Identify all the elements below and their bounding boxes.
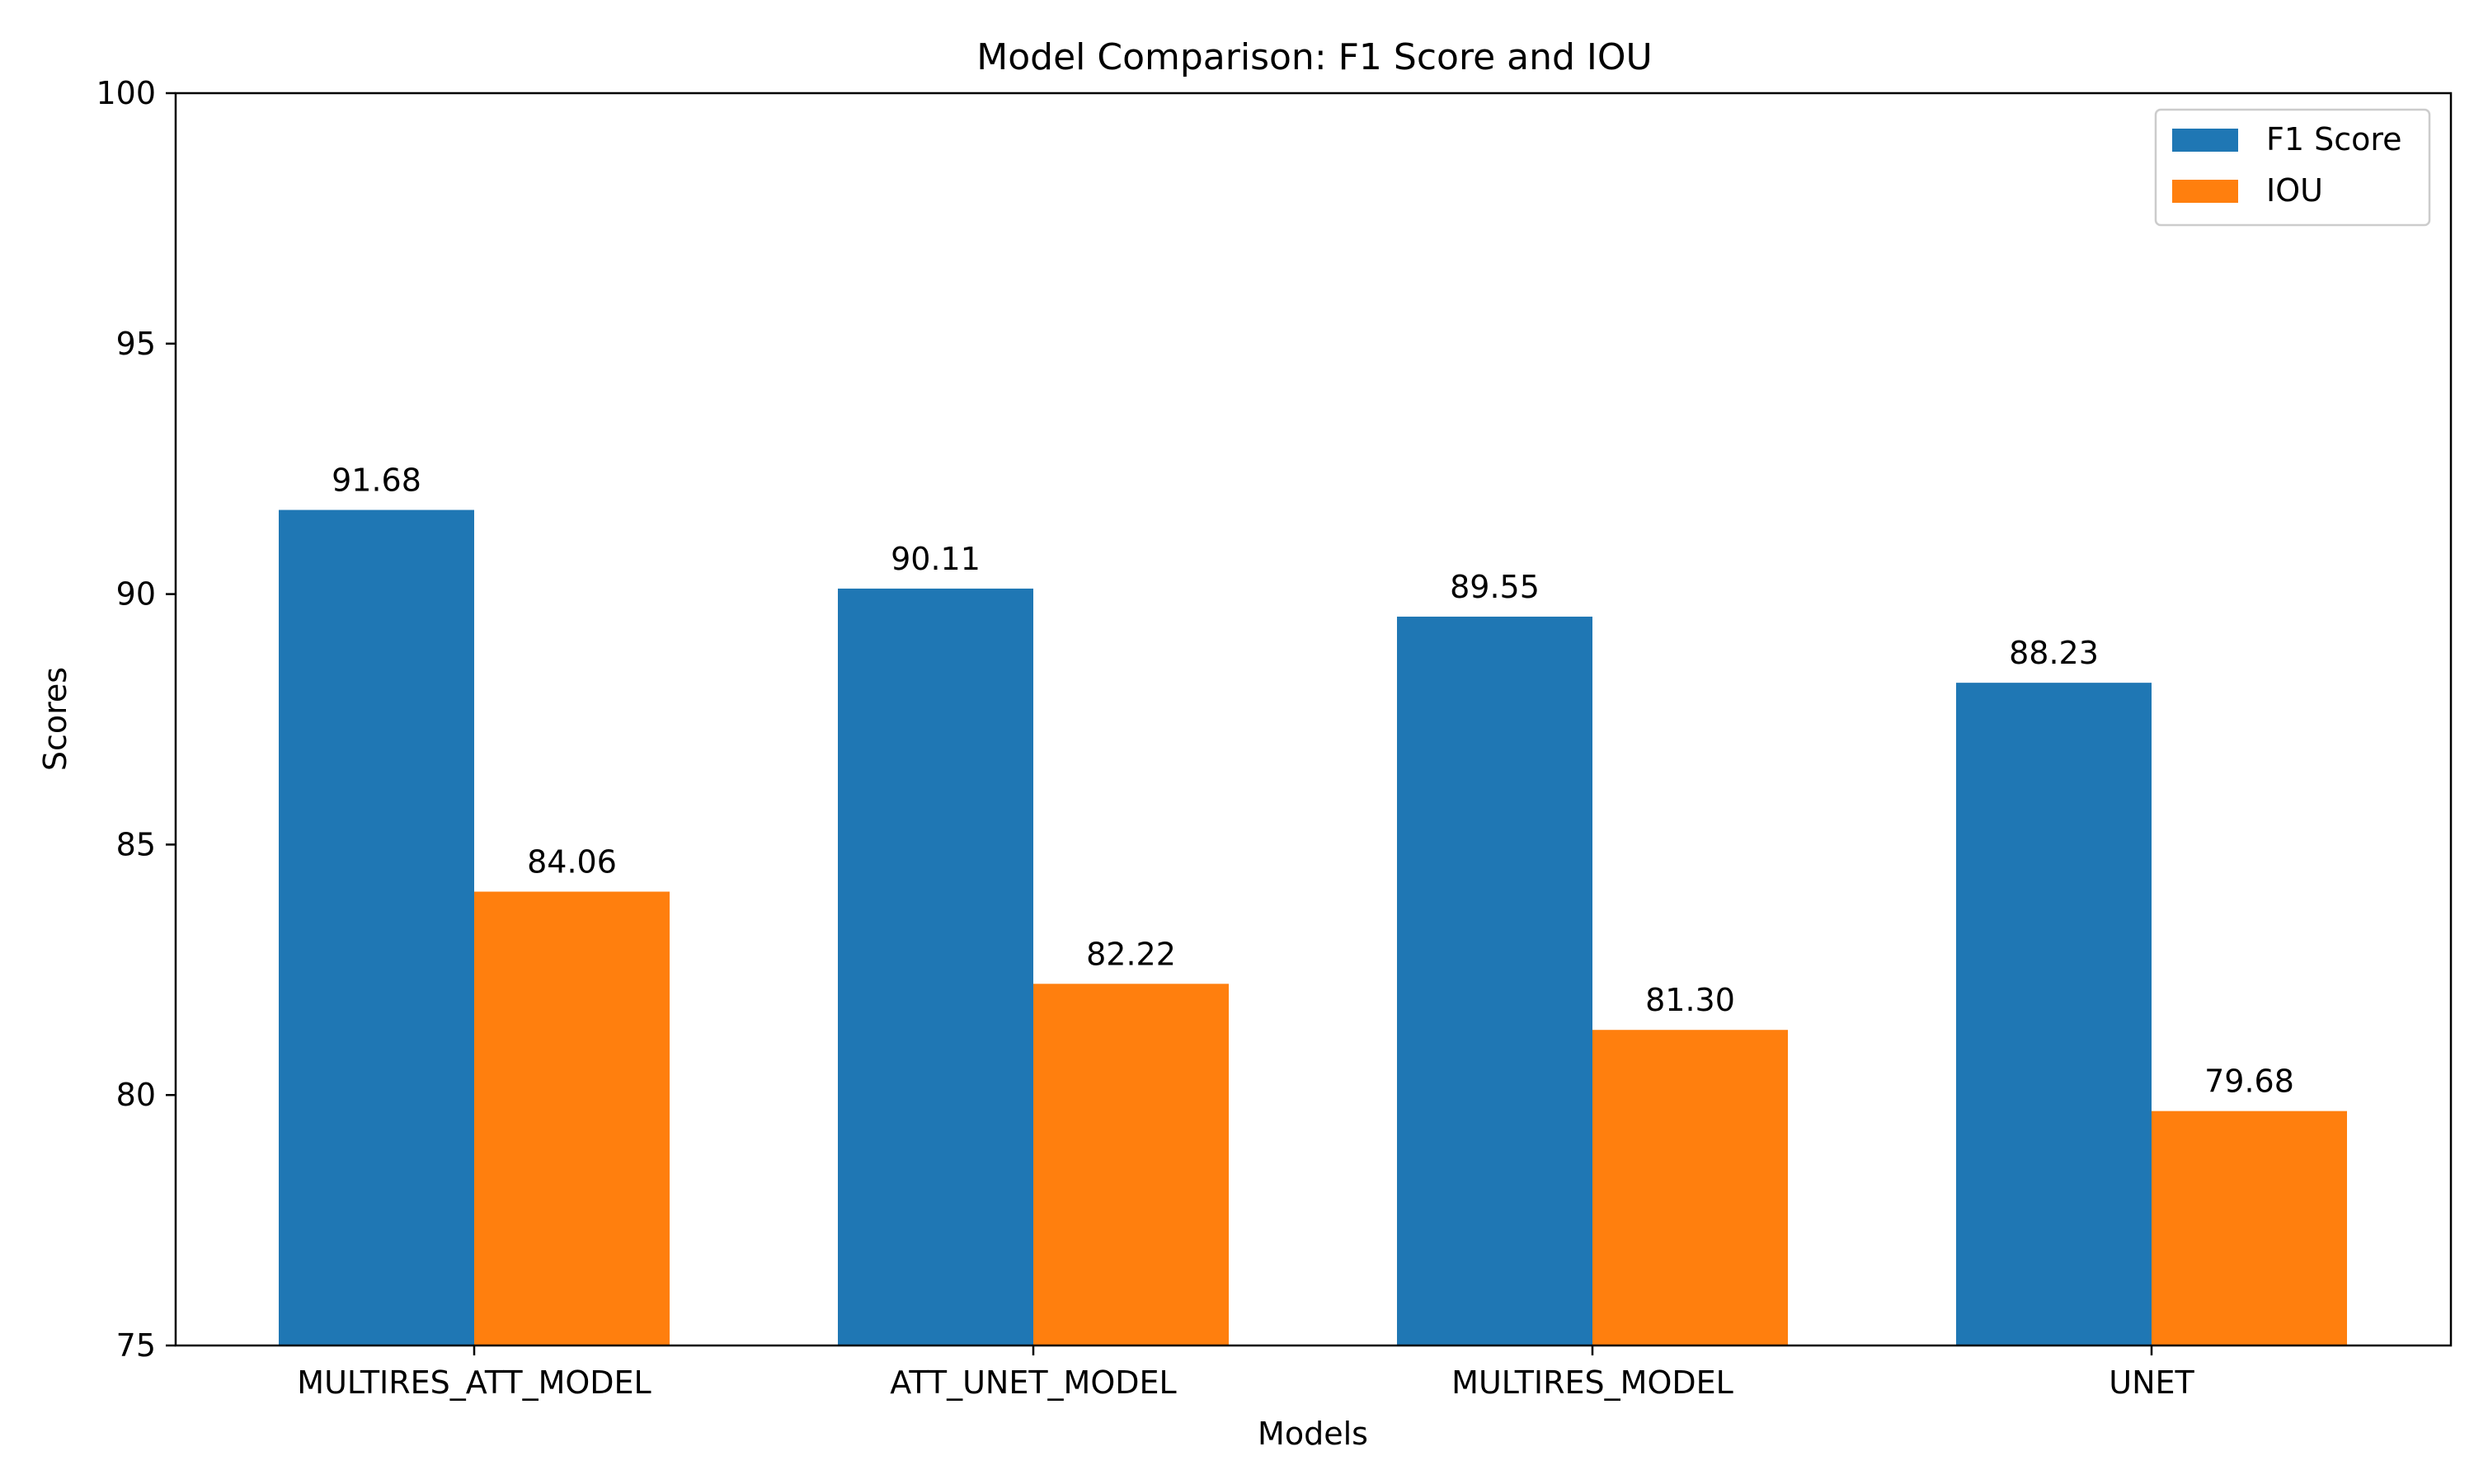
y-tick-label-100: 100 [96, 75, 156, 111]
bar-f1-score-att-unet-model [838, 588, 1033, 1345]
bars-group [279, 510, 2347, 1345]
bar-f1-score-multires-att-model [279, 510, 474, 1345]
bar-iou-multires-model [1592, 1030, 1788, 1345]
x-tick-label-att-unet-model: ATT_UNET_MODEL [890, 1364, 1176, 1401]
legend-label-iou: IOU [2266, 172, 2323, 209]
x-tick-label-multires-model: MULTIRES_MODEL [1451, 1364, 1733, 1401]
chart-title: Model Comparison: F1 Score and IOU [976, 36, 1652, 78]
bar-iou-att-unet-model [1033, 984, 1229, 1345]
legend-label-f1-score: F1 Score [2266, 121, 2402, 157]
y-axis: 75 80 85 90 95 100 [96, 75, 176, 1364]
data-label-iou-unet: 79.68 [2204, 1064, 2294, 1100]
x-axis: MULTIRES_ATT_MODEL ATT_UNET_MODEL MULTIRES… [297, 1345, 2195, 1401]
y-tick-label-90: 90 [116, 576, 156, 613]
y-tick-label-85: 85 [116, 826, 156, 862]
data-label-iou-att-unet-model: 82.22 [1086, 936, 1176, 972]
data-label-f1-score-att-unet-model: 90.11 [891, 541, 981, 577]
y-tick-label-80: 80 [116, 1077, 156, 1113]
y-tick-label-75: 75 [116, 1327, 156, 1364]
bar-f1-score-unet [1956, 683, 2152, 1345]
plot-frame [174, 92, 2453, 1347]
bar-iou-unet [2152, 1111, 2347, 1345]
legend-swatch-iou [2172, 180, 2238, 203]
legend: F1 Score IOU [2154, 108, 2431, 227]
data-label-f1-score-multires-att-model: 91.68 [332, 463, 421, 499]
bar-f1-score-multires-model [1397, 616, 1592, 1345]
y-tick-label-95: 95 [116, 326, 156, 362]
data-label-f1-score-unet: 88.23 [2009, 635, 2099, 671]
bar-iou-multires-att-model [474, 891, 670, 1345]
x-axis-label: Models [1258, 1416, 1368, 1452]
data-label-iou-multires-att-model: 84.06 [527, 844, 617, 881]
data-label-iou-multires-model: 81.30 [1645, 982, 1735, 1018]
x-tick-label-unet: UNET [2109, 1364, 2194, 1401]
data-label-f1-score-multires-model: 89.55 [1450, 569, 1540, 605]
x-tick-label-multires-att-model: MULTIRES_ATT_MODEL [297, 1364, 651, 1401]
legend-swatch-f1-score [2172, 129, 2238, 152]
bar-labels-group: 91.68 84.06 90.11 82.22 89.55 81.30 88.23 79.68 [332, 463, 2294, 1100]
y-axis-label: Scores [37, 667, 73, 771]
